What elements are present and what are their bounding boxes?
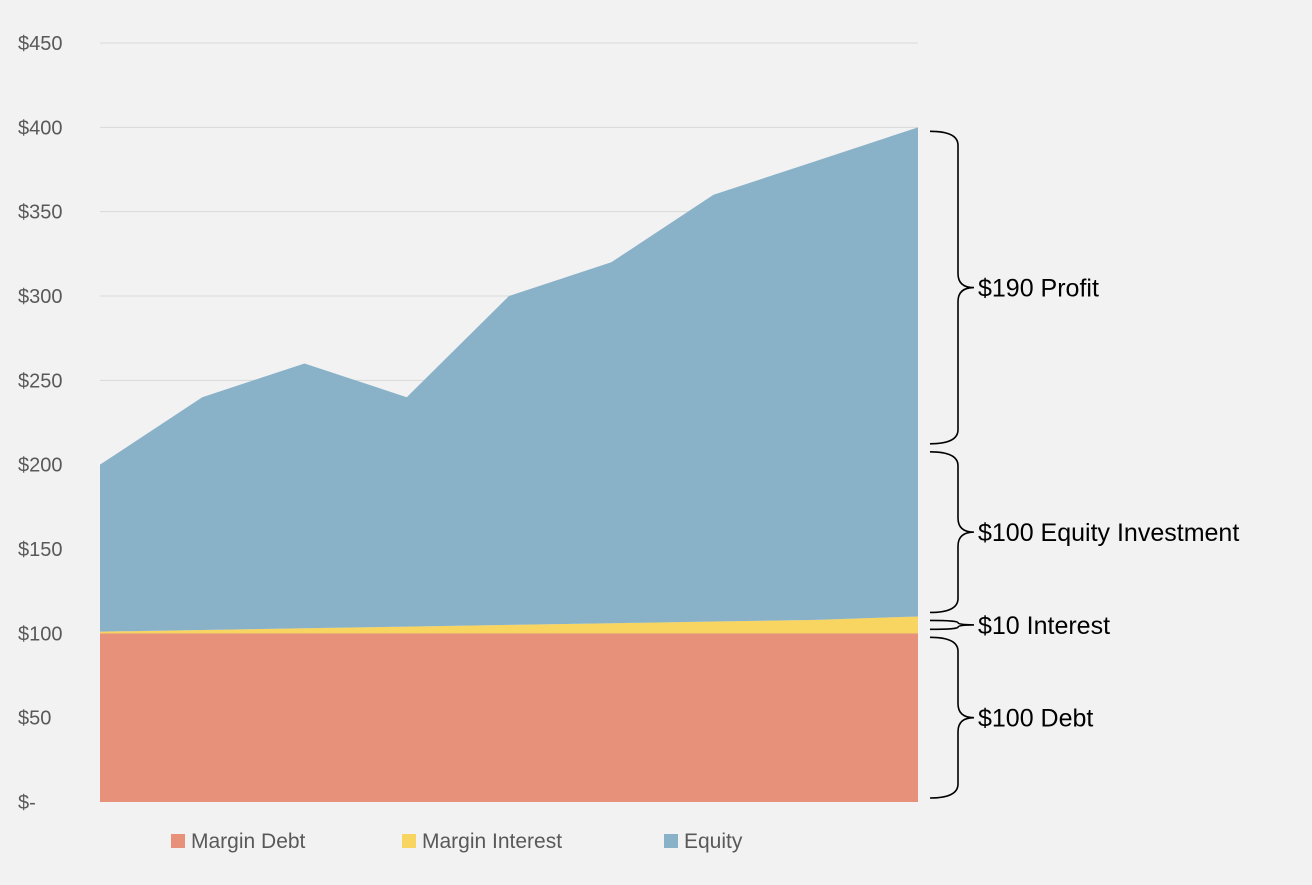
- legend-label-equity: Equity: [684, 830, 743, 853]
- y-tick-label: $400: [18, 117, 63, 139]
- annotation-label: $190 Profit: [978, 275, 1099, 303]
- y-tick-label: $200: [18, 455, 63, 477]
- plot-areas: [100, 127, 918, 802]
- brace: [929, 636, 975, 799]
- y-tick-label: $150: [18, 539, 63, 561]
- brace: [929, 130, 975, 445]
- y-axis: $- $50 $100 $150 $200 $250 $300 $350 $400 $450: [18, 33, 63, 814]
- y-tick-label: $100: [18, 623, 63, 645]
- legend-label-margin-interest: Margin Interest: [422, 830, 562, 853]
- area-margin-debt: [100, 633, 918, 802]
- area-equity: [100, 127, 918, 632]
- annotations: $190 Profit $100 Equity Investment $10 Int…: [929, 130, 1239, 799]
- legend: Margin Debt Margin Interest Equity: [171, 830, 743, 853]
- legend-swatch-margin-interest: [402, 834, 416, 848]
- annotation-label: $100 Equity Investment: [978, 519, 1239, 547]
- y-tick-label: $250: [18, 370, 63, 392]
- y-tick-label: $-: [18, 792, 36, 814]
- annotation-label: $10 Interest: [978, 612, 1110, 640]
- y-tick-label: $50: [18, 708, 51, 730]
- y-tick-label: $450: [18, 33, 63, 55]
- y-tick-label: $350: [18, 202, 63, 224]
- legend-swatch-margin-debt: [171, 834, 185, 848]
- brace: [929, 451, 975, 614]
- y-tick-label: $300: [18, 286, 63, 308]
- annotation-label: $100 Debt: [978, 705, 1093, 733]
- brace: [929, 619, 975, 631]
- legend-label-margin-debt: Margin Debt: [191, 830, 306, 853]
- legend-swatch-equity: [664, 834, 678, 848]
